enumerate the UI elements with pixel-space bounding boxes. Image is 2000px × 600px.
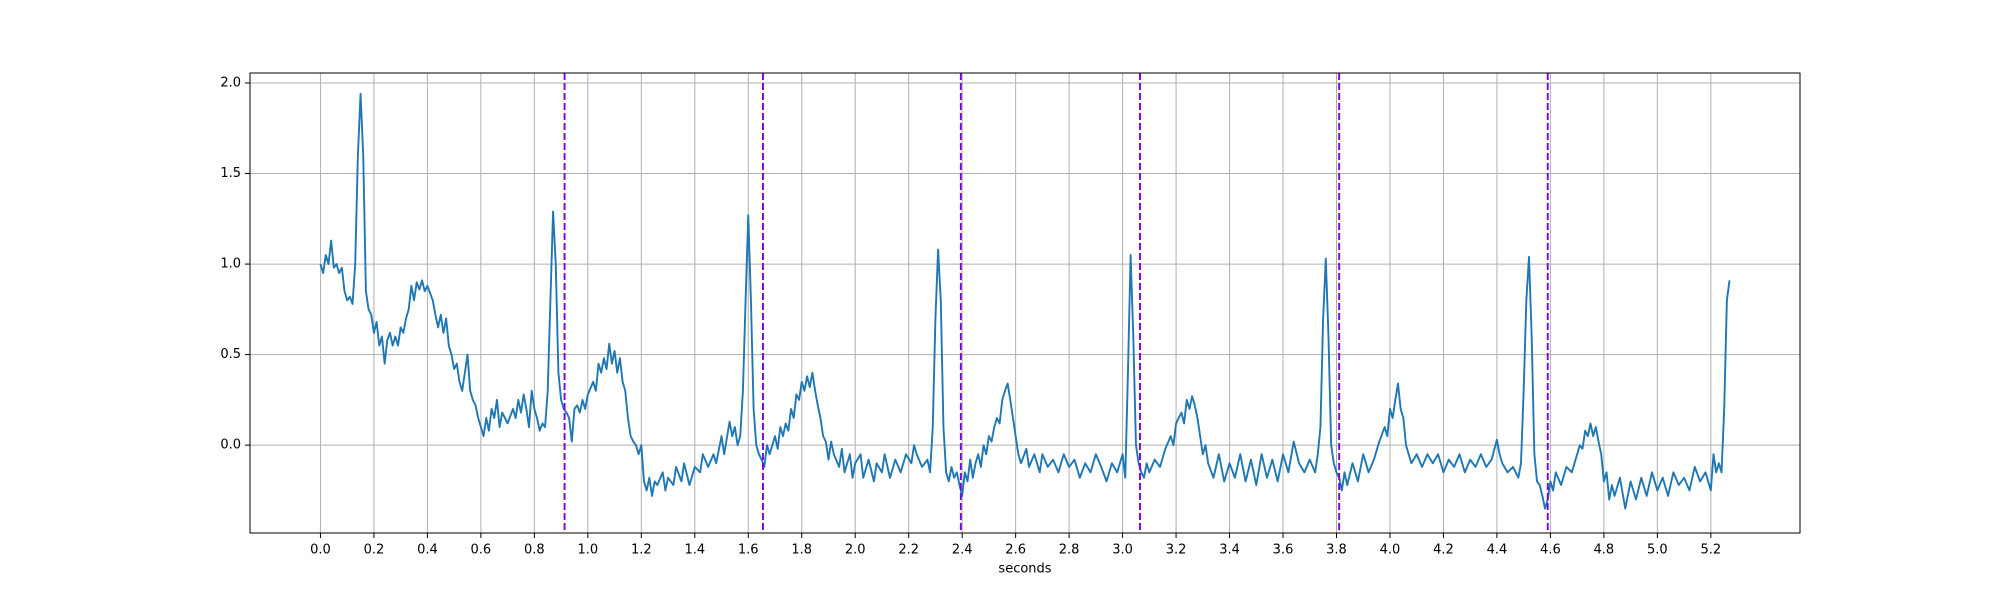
x-tick-label: 0.4: [417, 543, 438, 558]
x-tick-label: 3.8: [1326, 543, 1347, 558]
x-tick-label: 2.6: [1005, 543, 1026, 558]
x-axis-label: seconds: [998, 562, 1051, 577]
x-tick-label: 0.6: [471, 543, 492, 558]
x-tick-label: 1.6: [738, 543, 759, 558]
x-tick-label: 2.2: [898, 543, 919, 558]
x-tick-label: 5.0: [1647, 543, 1668, 558]
x-tick-label: 2.8: [1059, 543, 1080, 558]
y-tick-label: 0.0: [220, 438, 241, 453]
y-tick-label: 0.5: [220, 347, 241, 362]
x-tick-label: 1.2: [631, 543, 652, 558]
x-tick-label: 3.6: [1273, 543, 1294, 558]
x-tick-label: 4.0: [1380, 543, 1401, 558]
x-tick-label: 3.4: [1219, 543, 1240, 558]
y-tick-label: 1.0: [220, 257, 241, 272]
x-tick-label: 5.2: [1700, 543, 1721, 558]
x-tick-label: 4.2: [1433, 543, 1454, 558]
x-tick-label: 3.0: [1112, 543, 1133, 558]
x-tick-label: 4.8: [1594, 543, 1615, 558]
x-tick-label: 1.8: [791, 543, 812, 558]
x-tick-label: 4.6: [1540, 543, 1561, 558]
x-tick-label: 1.4: [684, 543, 705, 558]
signal-line: [319, 92, 1731, 510]
x-tick-label: 2.0: [845, 543, 866, 558]
x-tick-label: 2.4: [952, 543, 973, 558]
x-tick-label: 0.2: [364, 543, 385, 558]
y-tick-label: 1.5: [220, 166, 241, 181]
plot-frame: [249, 72, 1801, 534]
y-tick-label: 2.0: [220, 75, 241, 90]
x-tick-label: 4.4: [1487, 543, 1508, 558]
x-tick-label: 0.0: [310, 543, 331, 558]
x-tick-label: 3.2: [1166, 543, 1187, 558]
x-tick-label: 1.0: [577, 543, 598, 558]
x-tick-label: 0.8: [524, 543, 545, 558]
